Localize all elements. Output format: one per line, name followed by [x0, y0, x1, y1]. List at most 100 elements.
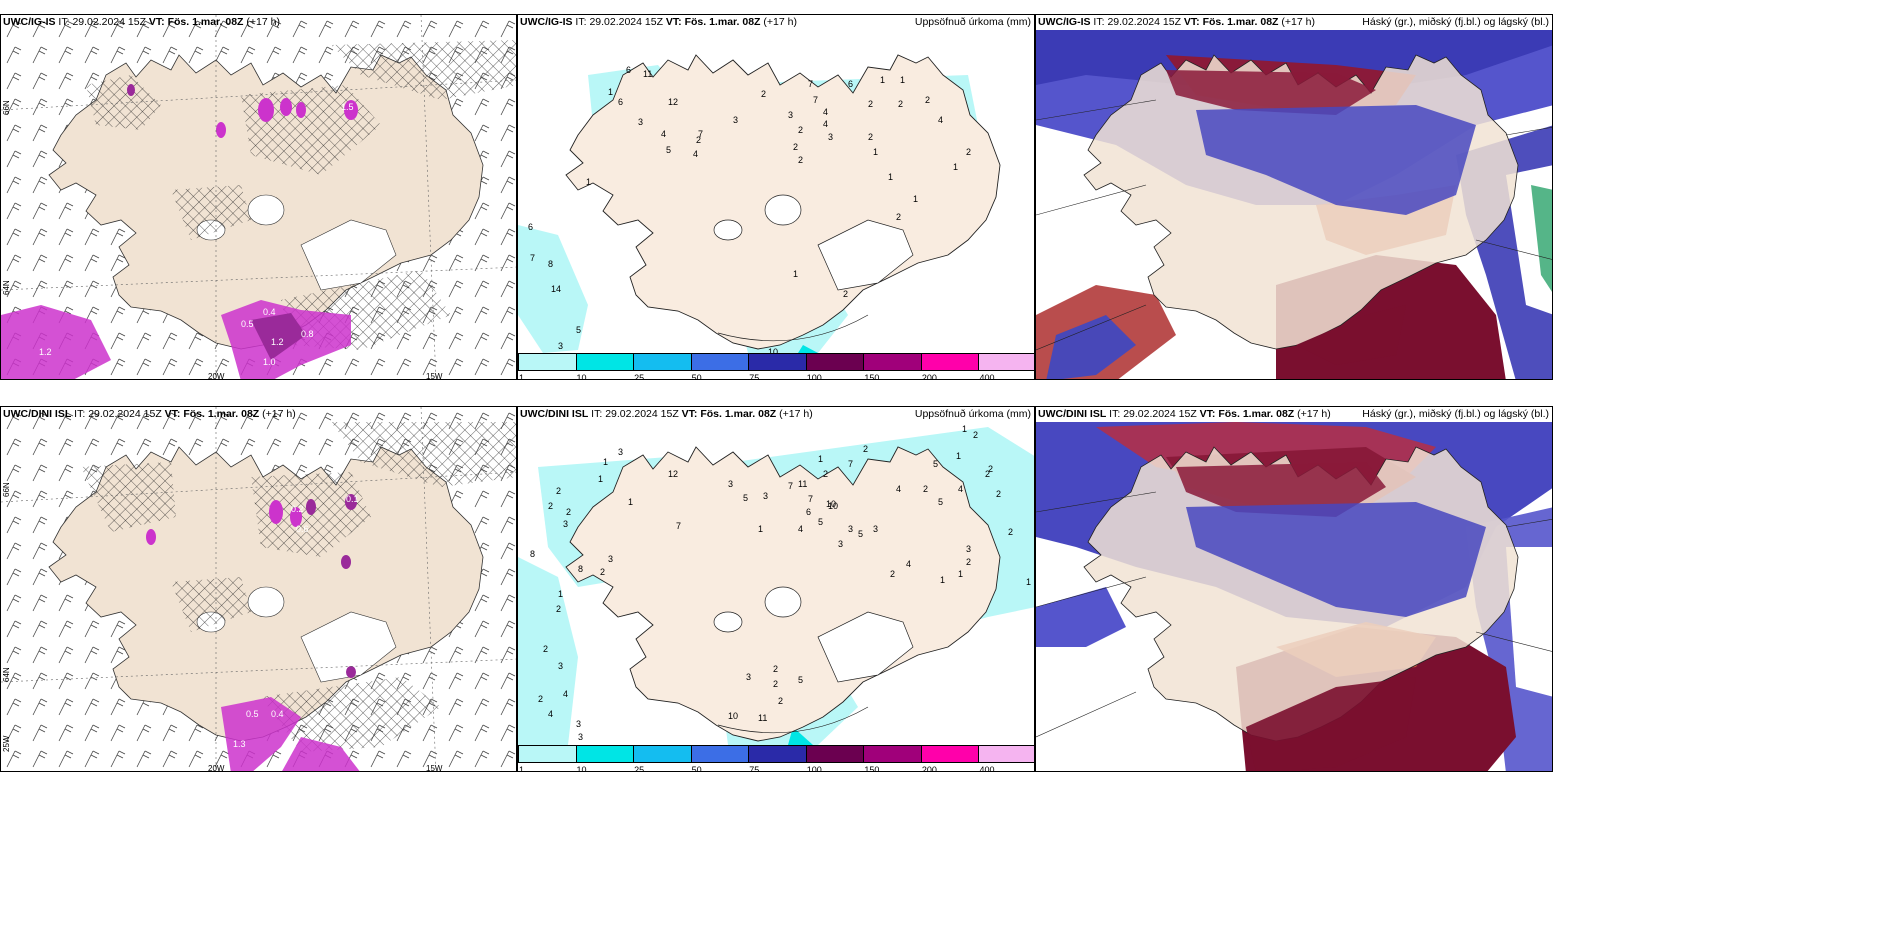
colorbar-tick-label: 10 [576, 373, 587, 380]
value-label: 2 [985, 469, 990, 479]
value-label: 2 [863, 444, 868, 454]
value-label: 0.4 [263, 307, 276, 317]
valid-time: Fös. 1.mar. 08Z [1202, 16, 1279, 28]
value-label: 5 [743, 493, 748, 503]
value-label: 0.4 [271, 709, 284, 719]
wind-map-panel-top: UWC/IG-IS IT: 29.02.2024 15Z VT: Fös. 1.… [0, 14, 517, 380]
colorbar-tick-label: 75 [749, 373, 760, 380]
value-label: 1.2 [39, 347, 52, 357]
value-label: 1 [818, 454, 823, 464]
lead-time: (+17 h) [1281, 16, 1315, 28]
field-title: Háský (gr.), miðský (fj.bl.) og lágský (… [1362, 408, 1549, 420]
value-label: 3 [848, 524, 853, 534]
valid-time: Fös. 1.mar. 08Z [700, 408, 777, 420]
value-label: 1 [558, 589, 563, 599]
value-label: 11 [758, 713, 767, 723]
colorbar-swatch [805, 745, 865, 763]
lon-label-20w: 20W [208, 372, 225, 380]
value-label: 2 [556, 604, 561, 614]
colorbar-swatch [633, 353, 692, 371]
value-label: 1 [958, 569, 963, 579]
panel-header: UWC/DINI ISL IT: 29.02.2024 15Z VT: Fös.… [1038, 408, 1331, 420]
value-label: 2 [966, 557, 971, 567]
value-label: 4 [563, 689, 568, 699]
value-label: 3 [873, 524, 878, 534]
value-label: 1.5 [341, 102, 354, 112]
value-label: 4 [896, 484, 901, 494]
value-label: 11 [643, 69, 652, 79]
colorbar: 1 10 25 50 75 100 150 200 400 [518, 353, 1034, 380]
value-label: 2 [548, 501, 553, 511]
vt-label: VT: [1183, 16, 1200, 28]
colorbar-tick-label: 200 [921, 765, 937, 772]
value-label: 4 [693, 149, 698, 159]
wind-map: 66N 64N 20W 15W 0.4 0.5 1.0 1.2 1.2 0.8 … [1, 15, 516, 380]
value-label: 1 [956, 451, 961, 461]
init-time: 29.02.2024 15Z [72, 16, 146, 28]
value-label: 8 [548, 259, 553, 269]
value-label: 4 [798, 524, 803, 534]
value-label: 10 [828, 501, 838, 511]
value-label: 2 [868, 99, 873, 109]
colorbar-tick-label: 100 [806, 765, 822, 772]
value-label: 1.3 [233, 739, 246, 749]
lon-label-20w: 20W [208, 764, 225, 772]
value-label: 6 [626, 65, 631, 75]
value-label: 0.1 [346, 494, 359, 504]
value-label: 6 [806, 507, 811, 517]
colorbar: 1 10 25 50 75 100 150 200 400 [518, 745, 1034, 772]
model-name: UWC/IG-IS [1038, 16, 1091, 28]
colorbar-tick-label: 25 [634, 765, 645, 772]
precip-map: 6 11 1 12 6 3 4 7 5 3 4 2 3 7 4 2 7 6 1 … [518, 54, 1001, 353]
value-label: 3 [828, 132, 833, 142]
value-label: 1 [913, 194, 918, 204]
value-label: 3 [638, 117, 643, 127]
model-name: UWC/IG-IS [3, 16, 56, 28]
precip-map: 3 1 1 12 2 7 1 3 5 3 7 11 7 1 1 2 10 2 7… [518, 424, 1034, 745]
valid-time: Fös. 1.mar. 08Z [684, 16, 761, 28]
value-label: 2 [996, 489, 1001, 499]
value-label: 8 [578, 564, 583, 574]
colorbar-tick-label: 10 [576, 765, 587, 772]
colorbar-tick-label: 150 [864, 373, 880, 380]
value-label: 2 [843, 289, 848, 299]
panel-header: UWC/DINI ISL IT: 29.02.2024 15Z VT: Fös.… [520, 408, 813, 420]
it-label: IT: [58, 16, 70, 28]
value-label: 7 [530, 253, 535, 263]
value-label: 2 [823, 469, 828, 479]
value-label: 2 [898, 99, 903, 109]
precip-map-panel-top: UWC/IG-IS IT: 29.02.2024 15Z VT: Fös. 1.… [517, 14, 1035, 380]
it-label: IT: [74, 408, 86, 420]
value-label: 12 [668, 97, 678, 107]
value-label: 3 [746, 672, 751, 682]
cloud-map-panel-top: UWC/IG-IS IT: 29.02.2024 15Z VT: Fös. 1.… [1035, 14, 1553, 380]
cloud-map [1036, 30, 1552, 379]
value-label: 1 [793, 269, 798, 279]
colorbar-swatch [920, 353, 980, 371]
precip-value-labels: 6 11 1 12 6 3 4 7 5 3 4 2 3 7 4 2 7 6 1 … [528, 65, 971, 353]
lat-label-66: 66N [2, 482, 11, 497]
value-label: 5 [576, 325, 581, 335]
value-label: 2 [566, 507, 571, 517]
valid-time: Fös. 1.mar. 08Z [183, 408, 260, 420]
value-label: 3 [578, 732, 583, 742]
value-label: 4 [906, 559, 911, 569]
colorbar-swatch [690, 353, 750, 371]
it-label: IT: [1109, 408, 1121, 420]
colorbar-swatch [748, 745, 807, 763]
colorbar-swatch [690, 745, 750, 763]
value-label: 2 [543, 644, 548, 654]
valid-time: Fös. 1.mar. 08Z [167, 16, 244, 28]
value-label: 4 [958, 484, 963, 494]
colorbar-tick-label: 50 [691, 373, 702, 380]
value-label: 5 [858, 529, 863, 539]
value-label: 2 [793, 142, 798, 152]
value-label: 1 [608, 87, 613, 97]
value-label: 0.6 [296, 524, 309, 534]
colorbar-tick-label: 75 [749, 765, 760, 772]
lead-time: (+17 h) [246, 16, 280, 28]
value-label: 2 [868, 132, 873, 142]
vt-label: VT: [148, 16, 165, 28]
panel-header: UWC/IG-IS IT: 29.02.2024 15Z VT: Fös. 1.… [3, 16, 280, 28]
value-label: 2 [773, 664, 778, 674]
